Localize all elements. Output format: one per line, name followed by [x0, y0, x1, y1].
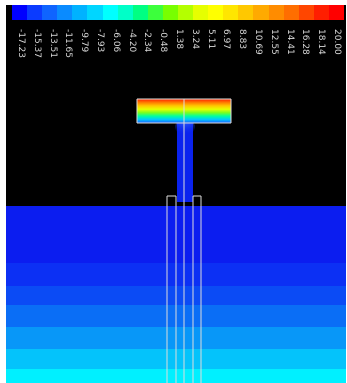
colorbar-segment	[178, 5, 194, 20]
colorbar-segment	[102, 5, 119, 20]
stem-upper	[177, 122, 193, 202]
colorbar-segment	[298, 5, 315, 20]
colorbar-tick-label: 5.11	[205, 29, 216, 50]
colorbar	[12, 5, 345, 20]
colorbar-tick-label: 3.24	[189, 29, 200, 50]
colorbar-tick-label: 20.00	[332, 29, 343, 55]
colorbar-segment	[328, 5, 345, 20]
colorbar-tick-label: 8.83	[237, 29, 248, 50]
colorbar-tick-label: -9.79	[79, 29, 90, 53]
colorbar-segment	[12, 5, 28, 20]
mesh-lines	[136, 98, 232, 383]
colorbar-segment	[208, 5, 224, 20]
colorbar-segment	[162, 5, 179, 20]
colorbar-segment	[223, 5, 239, 20]
colorbar-tick-label: 1.38	[174, 29, 184, 50]
colorbar-tick-label: -2.34	[142, 29, 153, 53]
colorbar-tick-label: 10.69	[253, 29, 264, 55]
colorbar-segment	[132, 5, 149, 20]
colorbar-segment	[268, 5, 285, 20]
contour-svg	[6, 5, 346, 383]
colorbar-segment	[147, 5, 164, 20]
colorbar-tick-label: -7.93	[94, 29, 105, 53]
colorbar-tick-label: -17.23	[15, 29, 26, 59]
colorbar-tick-label: 12.55	[268, 29, 279, 55]
colorbar-segment	[42, 5, 58, 20]
colorbar-tick-label: -6.06	[110, 29, 121, 53]
colorbar-tick-label: -11.65	[63, 29, 74, 59]
colorbar-segment	[87, 5, 104, 20]
colorbar-tick-label: -0.48	[158, 29, 169, 53]
colorbar-segment	[238, 5, 254, 20]
colorbar-tick-label: -13.51	[47, 29, 58, 59]
colorbar-segment	[72, 5, 88, 20]
colorbar-tick-label: 18.14	[316, 29, 327, 55]
colorbar-segment	[27, 5, 43, 20]
simulation-viewport	[6, 5, 346, 383]
colorbar-segment	[193, 5, 209, 20]
colorbar-tick-label: 6.97	[221, 29, 232, 50]
colorbar-segment	[253, 5, 270, 20]
colorbar-segment	[57, 5, 73, 20]
colorbar-tick-label: 14.41	[284, 29, 295, 55]
contour-plot	[6, 5, 346, 383]
colorbar-segment	[117, 5, 134, 20]
colorbar-tick-label: 16.28	[300, 29, 311, 55]
colorbar-tick-label: -4.20	[126, 29, 137, 53]
colorbar-segment	[283, 5, 300, 20]
colorbar-tick-label: -15.37	[31, 29, 42, 59]
colorbar-segment	[313, 5, 330, 20]
